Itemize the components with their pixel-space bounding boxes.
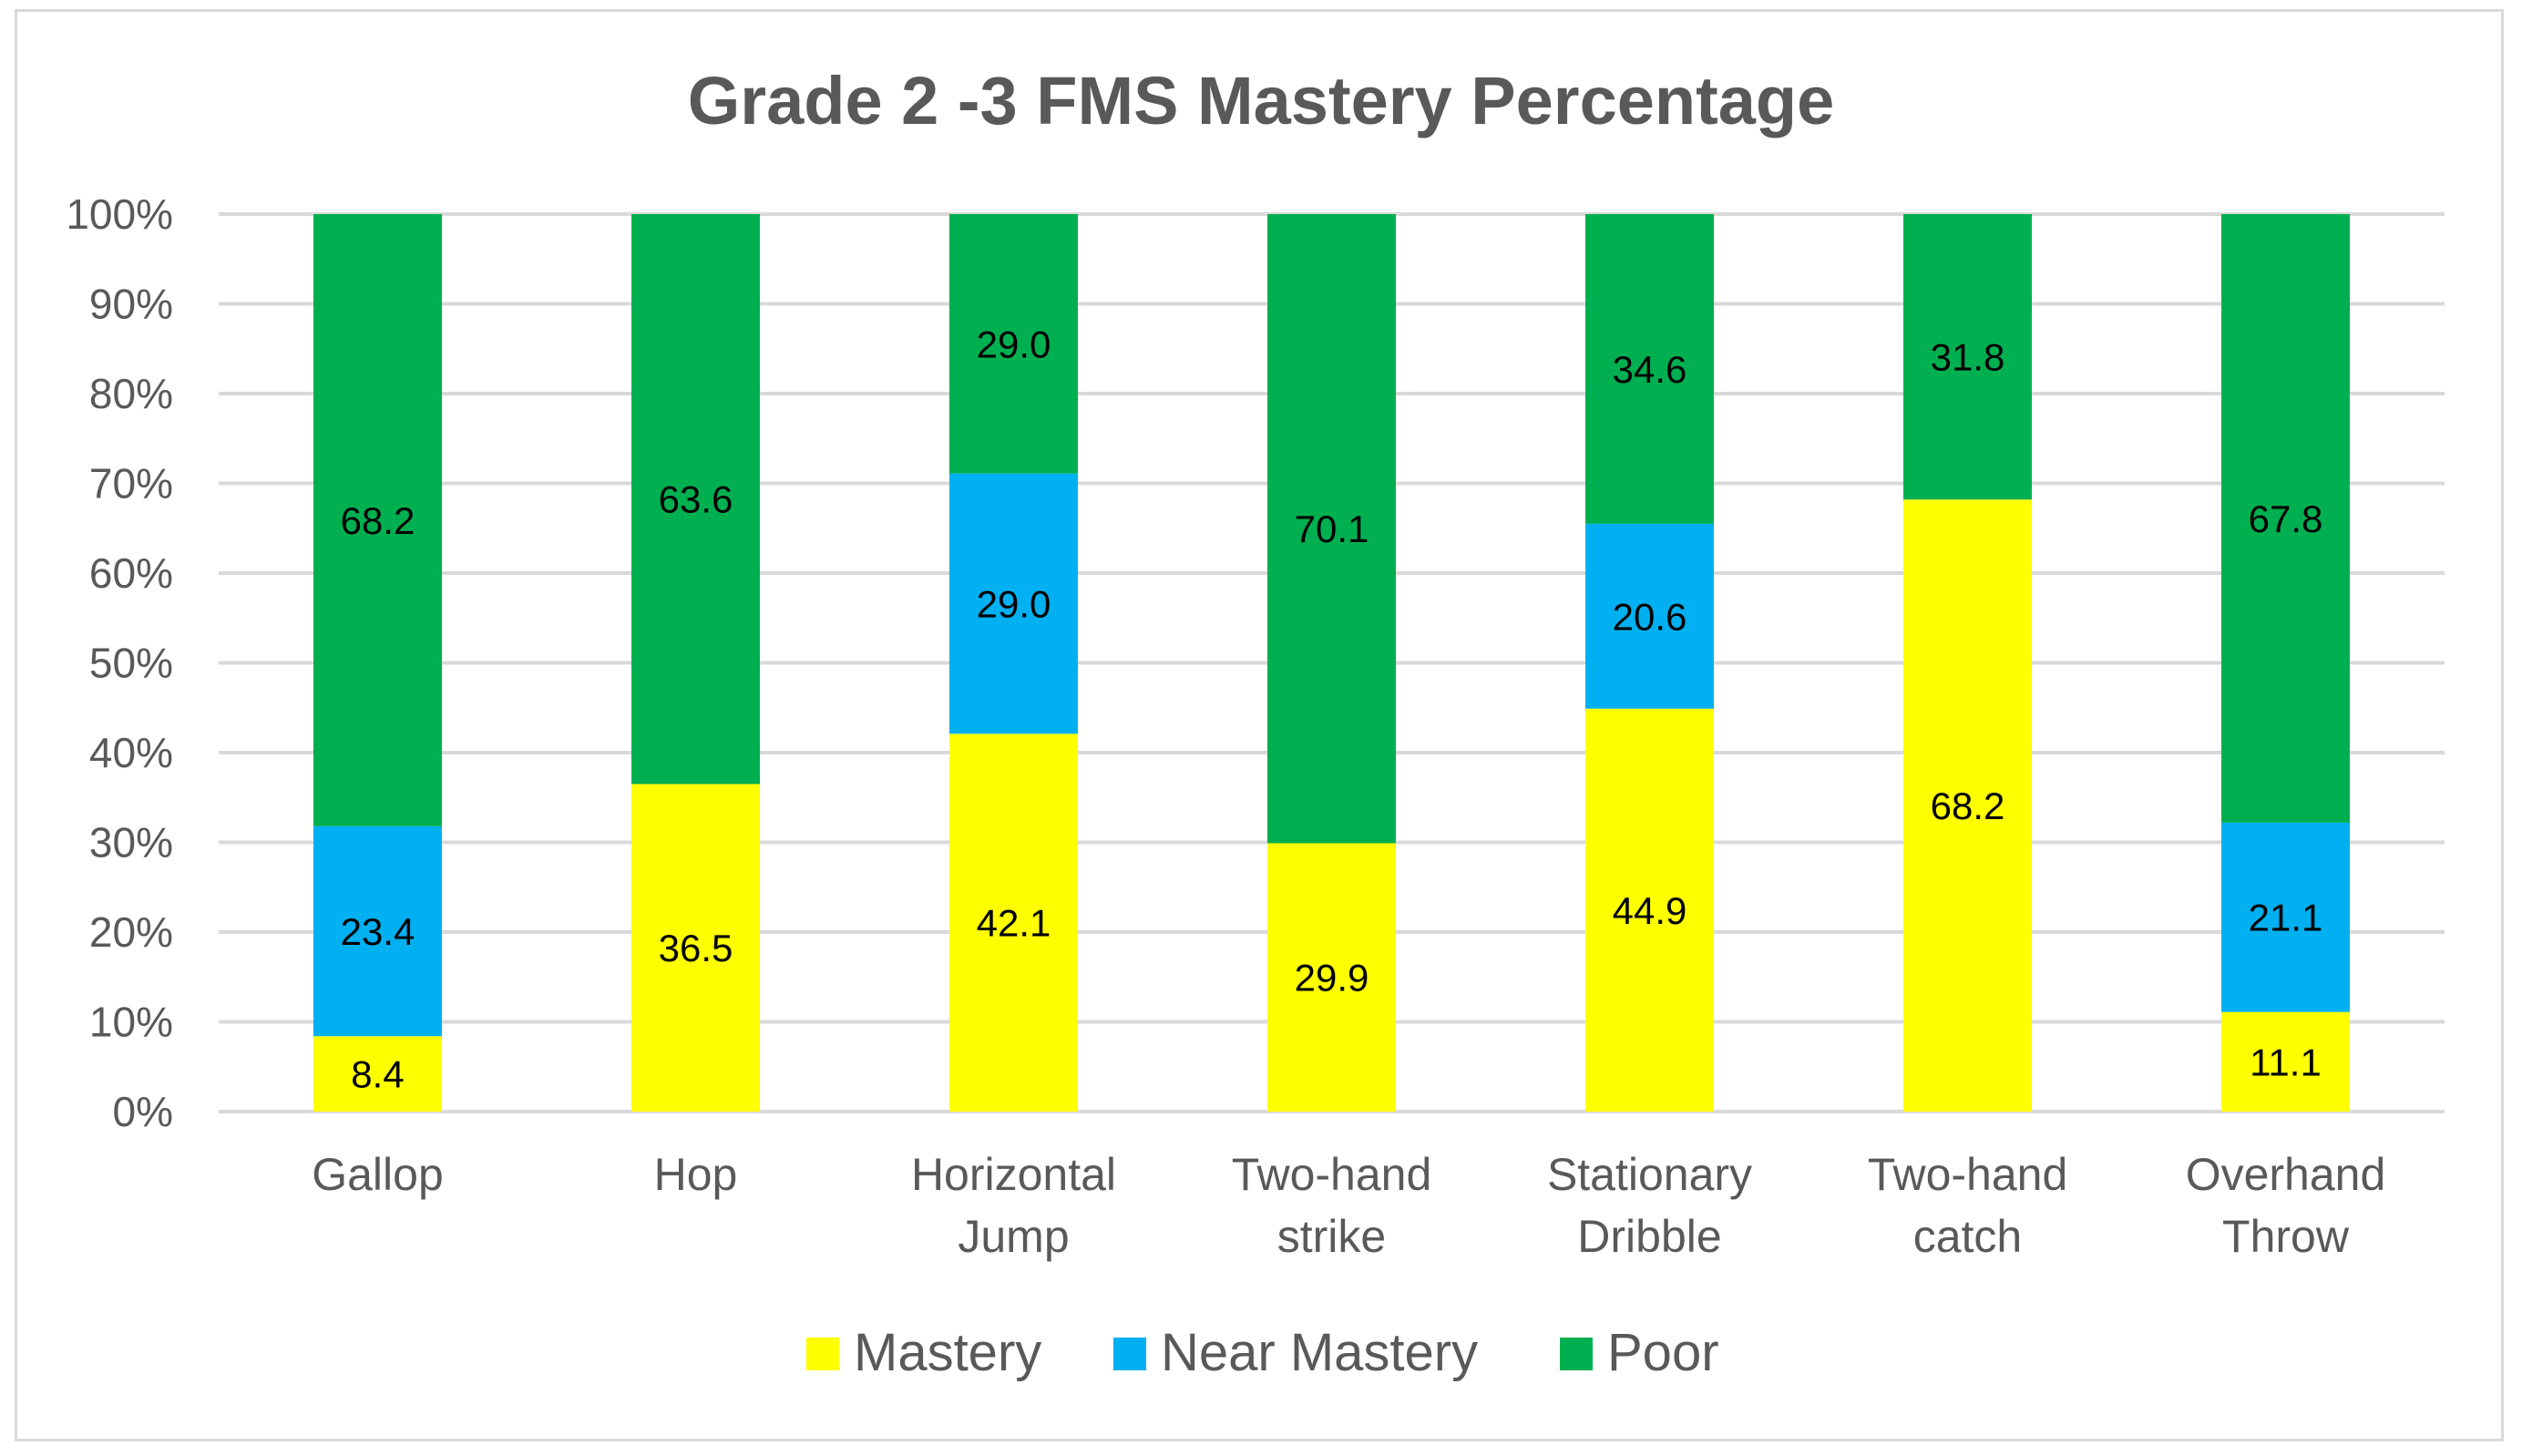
x-tick-label: Two-hand xyxy=(1868,1149,2068,1200)
data-label: 11.1 xyxy=(2250,1041,2322,1083)
data-label: 68.2 xyxy=(1931,784,2005,827)
bar-segment-poor xyxy=(1585,214,1714,524)
data-label: 29.0 xyxy=(977,323,1051,365)
y-tick-label: 90% xyxy=(89,281,173,328)
legend-label: Mastery xyxy=(854,1323,1041,1382)
data-label: 20.6 xyxy=(1613,595,1687,638)
data-label: 31.8 xyxy=(1931,336,2005,379)
y-tick-label: 100% xyxy=(66,190,173,238)
x-tick-label: Two-hand xyxy=(1232,1149,1432,1200)
bar-segment-mastery xyxy=(1267,843,1396,1112)
x-tick-label: catch xyxy=(1913,1211,2023,1262)
bar-segment-near-mastery xyxy=(949,473,1078,734)
legend-swatch-poor xyxy=(1560,1338,1593,1370)
bar-segment-mastery xyxy=(631,784,760,1112)
y-tick-label: 30% xyxy=(89,819,173,866)
bar-segment-poor xyxy=(1267,214,1396,844)
bar-segment-near-mastery xyxy=(2221,822,2350,1012)
bar-segment-mastery xyxy=(949,733,1078,1112)
data-label: 8.4 xyxy=(351,1053,404,1096)
x-tick-label: Gallop xyxy=(312,1149,444,1200)
y-tick-label: 20% xyxy=(89,908,173,956)
bar-segment-near-mastery xyxy=(313,825,442,1037)
bar-segment-poor xyxy=(1903,214,2032,500)
x-tick-label: Throw xyxy=(2222,1211,2350,1262)
bars: 8.4 23.4 68.2 36.5 63.6 42.1 29.0 29.0 29.9 70.1 4… xyxy=(313,214,2350,1112)
data-label: 29.0 xyxy=(977,582,1051,625)
data-label: 68.2 xyxy=(341,499,415,542)
legend-label: Poor xyxy=(1607,1323,1719,1382)
bar-segment-poor xyxy=(631,214,760,784)
bar-segment-mastery xyxy=(313,1036,442,1112)
y-tick-label: 50% xyxy=(89,640,173,687)
bar-segment-near-mastery xyxy=(1585,523,1714,709)
data-label: 36.5 xyxy=(659,927,733,969)
legend-swatch-near-mastery xyxy=(1113,1338,1146,1370)
y-tick-label: 0% xyxy=(113,1088,173,1135)
y-tick-label: 60% xyxy=(89,549,173,597)
x-tick-label: Horizontal xyxy=(911,1149,1116,1200)
chart-title: Grade 2 -3 FMS Mastery Percentage xyxy=(688,63,1835,138)
legend-swatch-mastery xyxy=(806,1338,839,1370)
y-tick-label: 40% xyxy=(89,729,173,776)
data-label: 67.8 xyxy=(2249,497,2323,540)
data-label: 29.9 xyxy=(1295,957,1369,1000)
data-label: 42.1 xyxy=(977,902,1051,945)
legend: Mastery Near Mastery Poor xyxy=(806,1323,1719,1382)
y-tick-label: 80% xyxy=(89,370,173,417)
bar-segment-mastery xyxy=(1903,499,2032,1112)
x-tick-label: Jump xyxy=(958,1211,1069,1262)
y-tick-label: 70% xyxy=(89,460,173,508)
chart-frame xyxy=(15,9,2504,1441)
x-tick-label: Dribble xyxy=(1577,1211,1721,1262)
x-tick-label: Stationary xyxy=(1547,1149,1752,1200)
x-tick-label: Overhand xyxy=(2186,1149,2386,1200)
x-axis-labels: Gallop Hop Horizontal Jump Two-hand strike Sta… xyxy=(312,1149,2385,1262)
y-tick-label: 10% xyxy=(89,999,173,1046)
x-tick-label: strike xyxy=(1277,1211,1386,1262)
data-label: 23.4 xyxy=(341,910,415,953)
data-label: 21.1 xyxy=(2249,897,2323,939)
y-axis-ticks: 0% 10% 20% 30% 40% 50% 60% 70% 80% 90% 100% xyxy=(66,190,173,1135)
bar-segment-poor xyxy=(2221,214,2350,823)
bar-segment-poor xyxy=(313,214,442,826)
bar-segment-mastery xyxy=(1585,708,1714,1112)
data-label: 63.6 xyxy=(659,478,733,521)
data-label: 44.9 xyxy=(1613,889,1687,932)
bar-segment-poor xyxy=(949,214,1078,474)
legend-label: Near Mastery xyxy=(1161,1323,1478,1382)
x-tick-label: Hop xyxy=(654,1149,738,1200)
data-label: 34.6 xyxy=(1613,348,1687,391)
data-label: 70.1 xyxy=(1295,508,1369,550)
bar-segment-mastery xyxy=(2221,1011,2350,1112)
